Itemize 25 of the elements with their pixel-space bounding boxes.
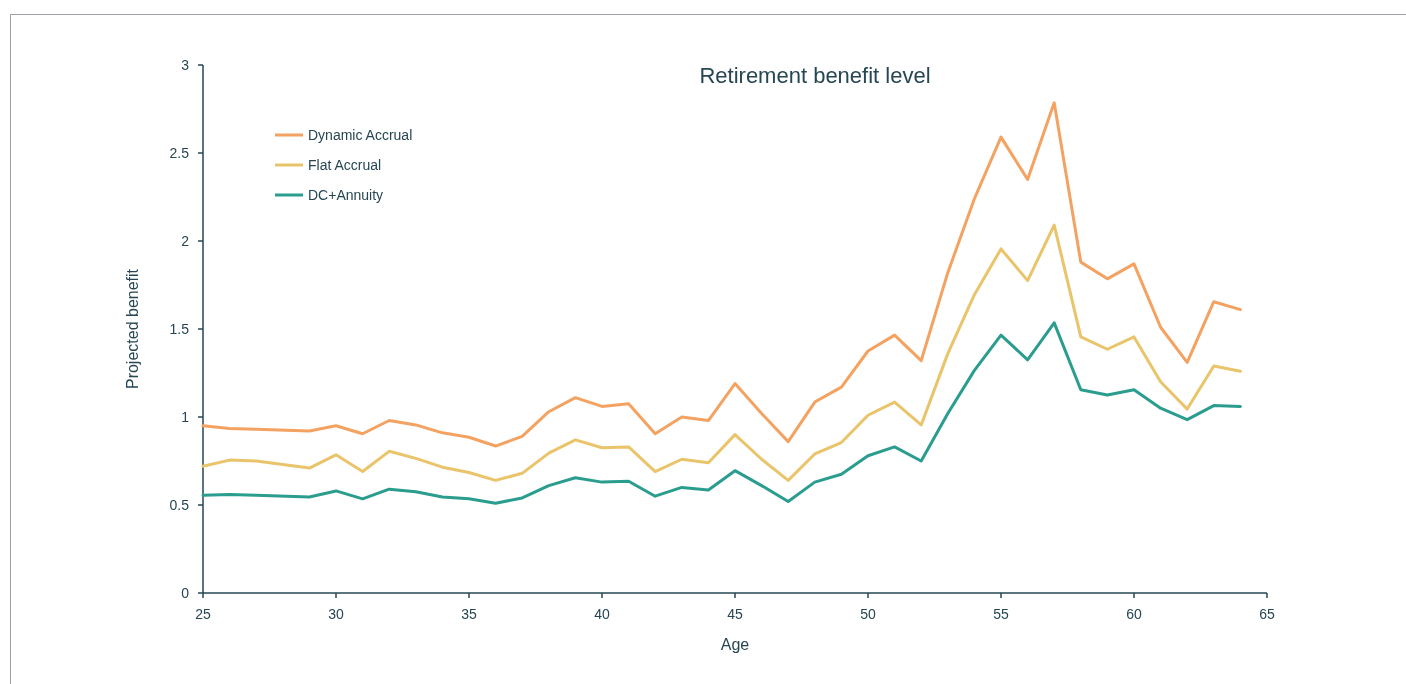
y-tick-label: 0.5 bbox=[169, 496, 190, 513]
x-tick-label: 35 bbox=[461, 606, 477, 622]
x-tick-label: 50 bbox=[860, 606, 876, 622]
y-tick-label: 2 bbox=[181, 232, 190, 249]
y-tick-label: 2.5 bbox=[169, 144, 190, 161]
x-tick-label: 45 bbox=[727, 606, 743, 622]
legend-label: Dynamic Accrual bbox=[308, 126, 413, 143]
x-tick-label: 55 bbox=[993, 606, 1009, 622]
legend-label: DC+Annuity bbox=[308, 186, 384, 203]
x-tick-label: 30 bbox=[328, 606, 344, 622]
y-tick-label: 1.5 bbox=[169, 320, 190, 337]
x-tick-label: 40 bbox=[594, 606, 610, 622]
x-tick-label: 60 bbox=[1126, 606, 1142, 622]
x-axis-title: Age bbox=[720, 636, 750, 653]
y-tick-label: 0 bbox=[181, 584, 190, 601]
chart-title: Retirement benefit level bbox=[699, 63, 931, 88]
x-tick-label: 65 bbox=[1259, 606, 1275, 622]
y-tick-label: 3 bbox=[181, 56, 190, 73]
x-tick-label: 25 bbox=[195, 606, 211, 622]
y-axis-title: Projected benefit bbox=[124, 268, 141, 390]
legend-label: Flat Accrual bbox=[308, 156, 382, 173]
line-series bbox=[201, 223, 1242, 482]
line-series bbox=[201, 321, 1242, 505]
y-tick-label: 1 bbox=[181, 408, 190, 425]
line-series bbox=[201, 101, 1242, 448]
